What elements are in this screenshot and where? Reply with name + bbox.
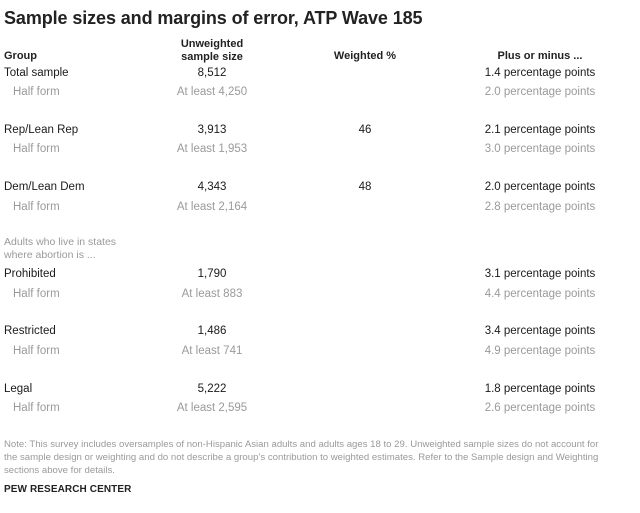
footnote-line3: sections above for details. (4, 465, 115, 476)
row-group-half-form: Half form (13, 402, 60, 414)
row-pm-rep: 2.1 percentage points (484, 124, 596, 136)
header-unweighted-sample-size: Unweighted sample size (162, 38, 262, 64)
row-group-total-sample: Total sample (4, 67, 69, 79)
row-size-dem: 4,343 (197, 181, 227, 193)
row-size-half-form: At least 741 (181, 345, 243, 357)
row-group-legal: Legal (4, 383, 33, 395)
row-pm-half-form: 3.0 percentage points (484, 143, 596, 155)
row-pm-half-form: 4.4 percentage points (484, 288, 596, 300)
row-group-half-form: Half form (13, 288, 60, 300)
row-group-rep: Rep/Lean Rep (4, 124, 79, 136)
row-group-half-form: Half form (13, 86, 60, 98)
row-pm-half-form: 4.9 percentage points (484, 345, 596, 357)
table-title: Sample sizes and margins of error, ATP W… (4, 8, 423, 28)
row-size-prohibited: 1,790 (197, 268, 227, 280)
row-size-half-form: At least 2,164 (176, 201, 248, 213)
row-size-half-form: At least 2,595 (176, 402, 248, 414)
row-size-half-form: At least 883 (181, 288, 243, 300)
row-group-restricted: Restricted (4, 325, 56, 337)
row-size-restricted: 1,486 (197, 325, 227, 337)
footnote-line2: the sample design or weighting and do no… (4, 452, 599, 463)
header-weighted: Weighted % (333, 50, 397, 62)
row-pm-half-form: 2.6 percentage points (484, 402, 596, 414)
row-pm-half-form: 2.0 percentage points (484, 86, 596, 98)
row-pm-total-sample: 1.4 percentage points (484, 67, 596, 79)
row-size-half-form: At least 1,953 (176, 143, 248, 155)
row-group-dem: Dem/Lean Dem (4, 181, 85, 193)
row-pm-restricted: 3.4 percentage points (484, 325, 596, 337)
row-size-half-form: At least 4,250 (176, 86, 248, 98)
row-size-rep: 3,913 (197, 124, 227, 136)
row-weighted-dem: 48 (358, 181, 372, 193)
row-pm-half-form: 2.8 percentage points (484, 201, 596, 213)
row-group-half-form: Half form (13, 143, 60, 155)
subheading-line2: where abortion is ... (4, 249, 96, 261)
row-pm-legal: 1.8 percentage points (484, 383, 596, 395)
footnote-line1: Note: This survey includes oversamples o… (4, 439, 599, 450)
row-group-half-form: Half form (13, 201, 60, 213)
row-weighted-rep: 46 (358, 124, 372, 136)
header-unweighted-line1: Unweighted (180, 38, 244, 50)
row-group-half-form: Half form (13, 345, 60, 357)
row-group-prohibited: Prohibited (4, 268, 56, 280)
header-unweighted-line2: sample size (181, 51, 243, 63)
header-group: Group (4, 50, 37, 62)
row-pm-prohibited: 3.1 percentage points (484, 268, 596, 280)
row-size-total-sample: 8,512 (197, 67, 227, 79)
source-credit: PEW RESEARCH CENTER (4, 484, 132, 495)
subheading-abortion-states: Adults who live in states where abortion… (4, 236, 164, 262)
header-plus-minus: Plus or minus ... (497, 50, 583, 62)
footnote: Note: This survey includes oversamples o… (4, 438, 634, 477)
row-size-legal: 5,222 (197, 383, 227, 395)
subheading-line1: Adults who live in states (4, 236, 117, 248)
row-pm-dem: 2.0 percentage points (484, 181, 596, 193)
